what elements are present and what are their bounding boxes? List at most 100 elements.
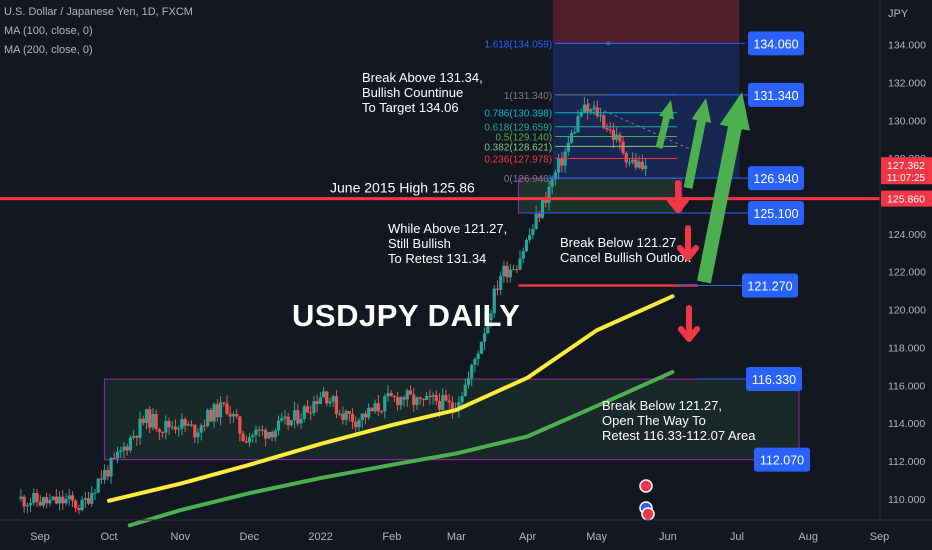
price-axis[interactable]: JPY 110.000 112.000 114.000 116.000 118.000 12… xyxy=(879,0,932,520)
ma100-legend[interactable]: MA (100, close, 0) xyxy=(4,25,93,37)
level-price-tag[interactable] xyxy=(881,190,932,207)
candle-body xyxy=(595,107,599,117)
ma200-line[interactable] xyxy=(127,370,675,528)
candle-body xyxy=(511,269,516,271)
candle-body xyxy=(45,497,49,504)
candle-body xyxy=(196,432,200,438)
candle-body xyxy=(618,134,622,142)
candle-body xyxy=(560,158,564,166)
level-label-116-330[interactable]: 116.330 xyxy=(746,367,802,392)
candle-body xyxy=(41,497,46,506)
level-label-text: 131.340 xyxy=(753,89,798,103)
ma200-legend[interactable]: MA (200, close, 0) xyxy=(4,44,93,56)
price-axis-tick: 116.000 xyxy=(888,380,925,392)
level-label-131-340[interactable]: 131.340 xyxy=(748,82,804,107)
event-flag-icon[interactable] xyxy=(639,479,653,493)
event-flag-icon[interactable] xyxy=(641,507,655,521)
annotation-line: Break Below 121.27, xyxy=(602,398,722,413)
price-axis-tick: 110.000 xyxy=(888,494,925,506)
candle-body xyxy=(215,404,219,418)
candle-body xyxy=(247,437,252,443)
candle-body xyxy=(273,430,277,438)
level-label-box[interactable] xyxy=(754,447,810,472)
candle-body xyxy=(186,424,190,426)
candle-body xyxy=(598,115,603,117)
candle-body xyxy=(22,496,26,507)
level-label-121-270[interactable]: 121.270 xyxy=(742,273,798,298)
price-axis-unit: JPY xyxy=(888,8,909,20)
candle-body xyxy=(67,495,71,499)
candle-body xyxy=(238,416,242,434)
annotation-line: Break Below 121.27, xyxy=(560,235,680,250)
candle-body xyxy=(418,397,422,399)
level-label-text: 116.330 xyxy=(752,373,796,387)
candle-body xyxy=(457,402,461,411)
level-label-box[interactable] xyxy=(748,82,804,107)
candle-body xyxy=(447,400,451,403)
bullish-arrow-large xyxy=(697,92,750,284)
candle-body xyxy=(260,429,265,431)
candle-body xyxy=(99,478,104,480)
level-label-134-060[interactable]: 134.060 xyxy=(748,31,804,56)
candle-body xyxy=(537,213,541,218)
ma100-line[interactable] xyxy=(107,294,675,503)
candle-body xyxy=(180,419,184,429)
time-axis-tick: Aug xyxy=(798,531,818,543)
fib-level-label: 1(131.340) xyxy=(504,91,552,102)
candle-body xyxy=(167,421,171,428)
candle-body xyxy=(544,199,548,203)
bullish-arrow-small xyxy=(655,100,675,149)
candle-body xyxy=(209,409,213,422)
candle-body xyxy=(206,409,210,426)
candle-body xyxy=(399,397,403,406)
candle-body xyxy=(392,396,397,398)
candle-body xyxy=(431,395,435,397)
level-label-box[interactable] xyxy=(742,273,798,298)
candle-body xyxy=(35,493,39,502)
candle-body xyxy=(132,435,136,438)
price-axis-tick: 122.000 xyxy=(888,267,926,279)
candle-body xyxy=(90,492,94,504)
candle-body xyxy=(154,413,158,430)
fib-level-label: 0.236(127.978) xyxy=(484,155,552,166)
level-label-box[interactable] xyxy=(748,166,804,191)
candle-body xyxy=(119,450,123,452)
candle-body xyxy=(592,107,596,110)
candle-body xyxy=(148,409,152,428)
fib-level-label: 1.618(134.059) xyxy=(484,39,552,50)
candle-body xyxy=(86,498,91,504)
time-axis-tick: Sep xyxy=(870,531,890,543)
candle-body xyxy=(270,431,274,438)
level-price-value: 125.860 xyxy=(887,194,925,206)
candle-body xyxy=(421,398,426,400)
level-label-text: 112.070 xyxy=(760,454,804,468)
fib-level-label: 0.5(129.140) xyxy=(495,133,552,144)
candle-body xyxy=(499,276,503,290)
level-label-112-070[interactable]: 112.070 xyxy=(754,447,810,472)
level-label-box[interactable] xyxy=(748,31,804,56)
time-axis[interactable]: Sep Oct Nov Dec 2022 Feb Mar Apr May Jun Jul Aug Sep xyxy=(0,519,932,543)
chart-symbol-title: U.S. Dollar / Japanese Yen, 1D, FXCM xyxy=(4,6,193,18)
annotation-line: Still Bullish xyxy=(388,236,451,251)
candle-body xyxy=(573,132,577,134)
candle-body xyxy=(228,413,232,417)
candle-body xyxy=(280,418,284,421)
candle-body xyxy=(476,353,480,360)
candle-body xyxy=(193,424,197,438)
candle-body xyxy=(157,429,161,433)
level-label-box[interactable] xyxy=(748,201,804,226)
fib-trend-connector xyxy=(587,102,694,152)
economic-event-icons[interactable] xyxy=(639,479,655,521)
level-label-126-940[interactable]: 126.940 xyxy=(748,166,804,191)
candle-body xyxy=(589,109,593,112)
candle-body xyxy=(54,496,58,504)
candle-body xyxy=(312,401,316,414)
level-label-box[interactable] xyxy=(746,367,802,392)
level-label-125-100[interactable]: 125.100 xyxy=(748,201,804,226)
level-label-text: 126.940 xyxy=(753,172,798,186)
last-price-tag[interactable] xyxy=(881,157,932,185)
time-axis-tick: Dec xyxy=(240,531,260,543)
candle-body xyxy=(605,127,609,130)
candle-body xyxy=(505,265,509,278)
